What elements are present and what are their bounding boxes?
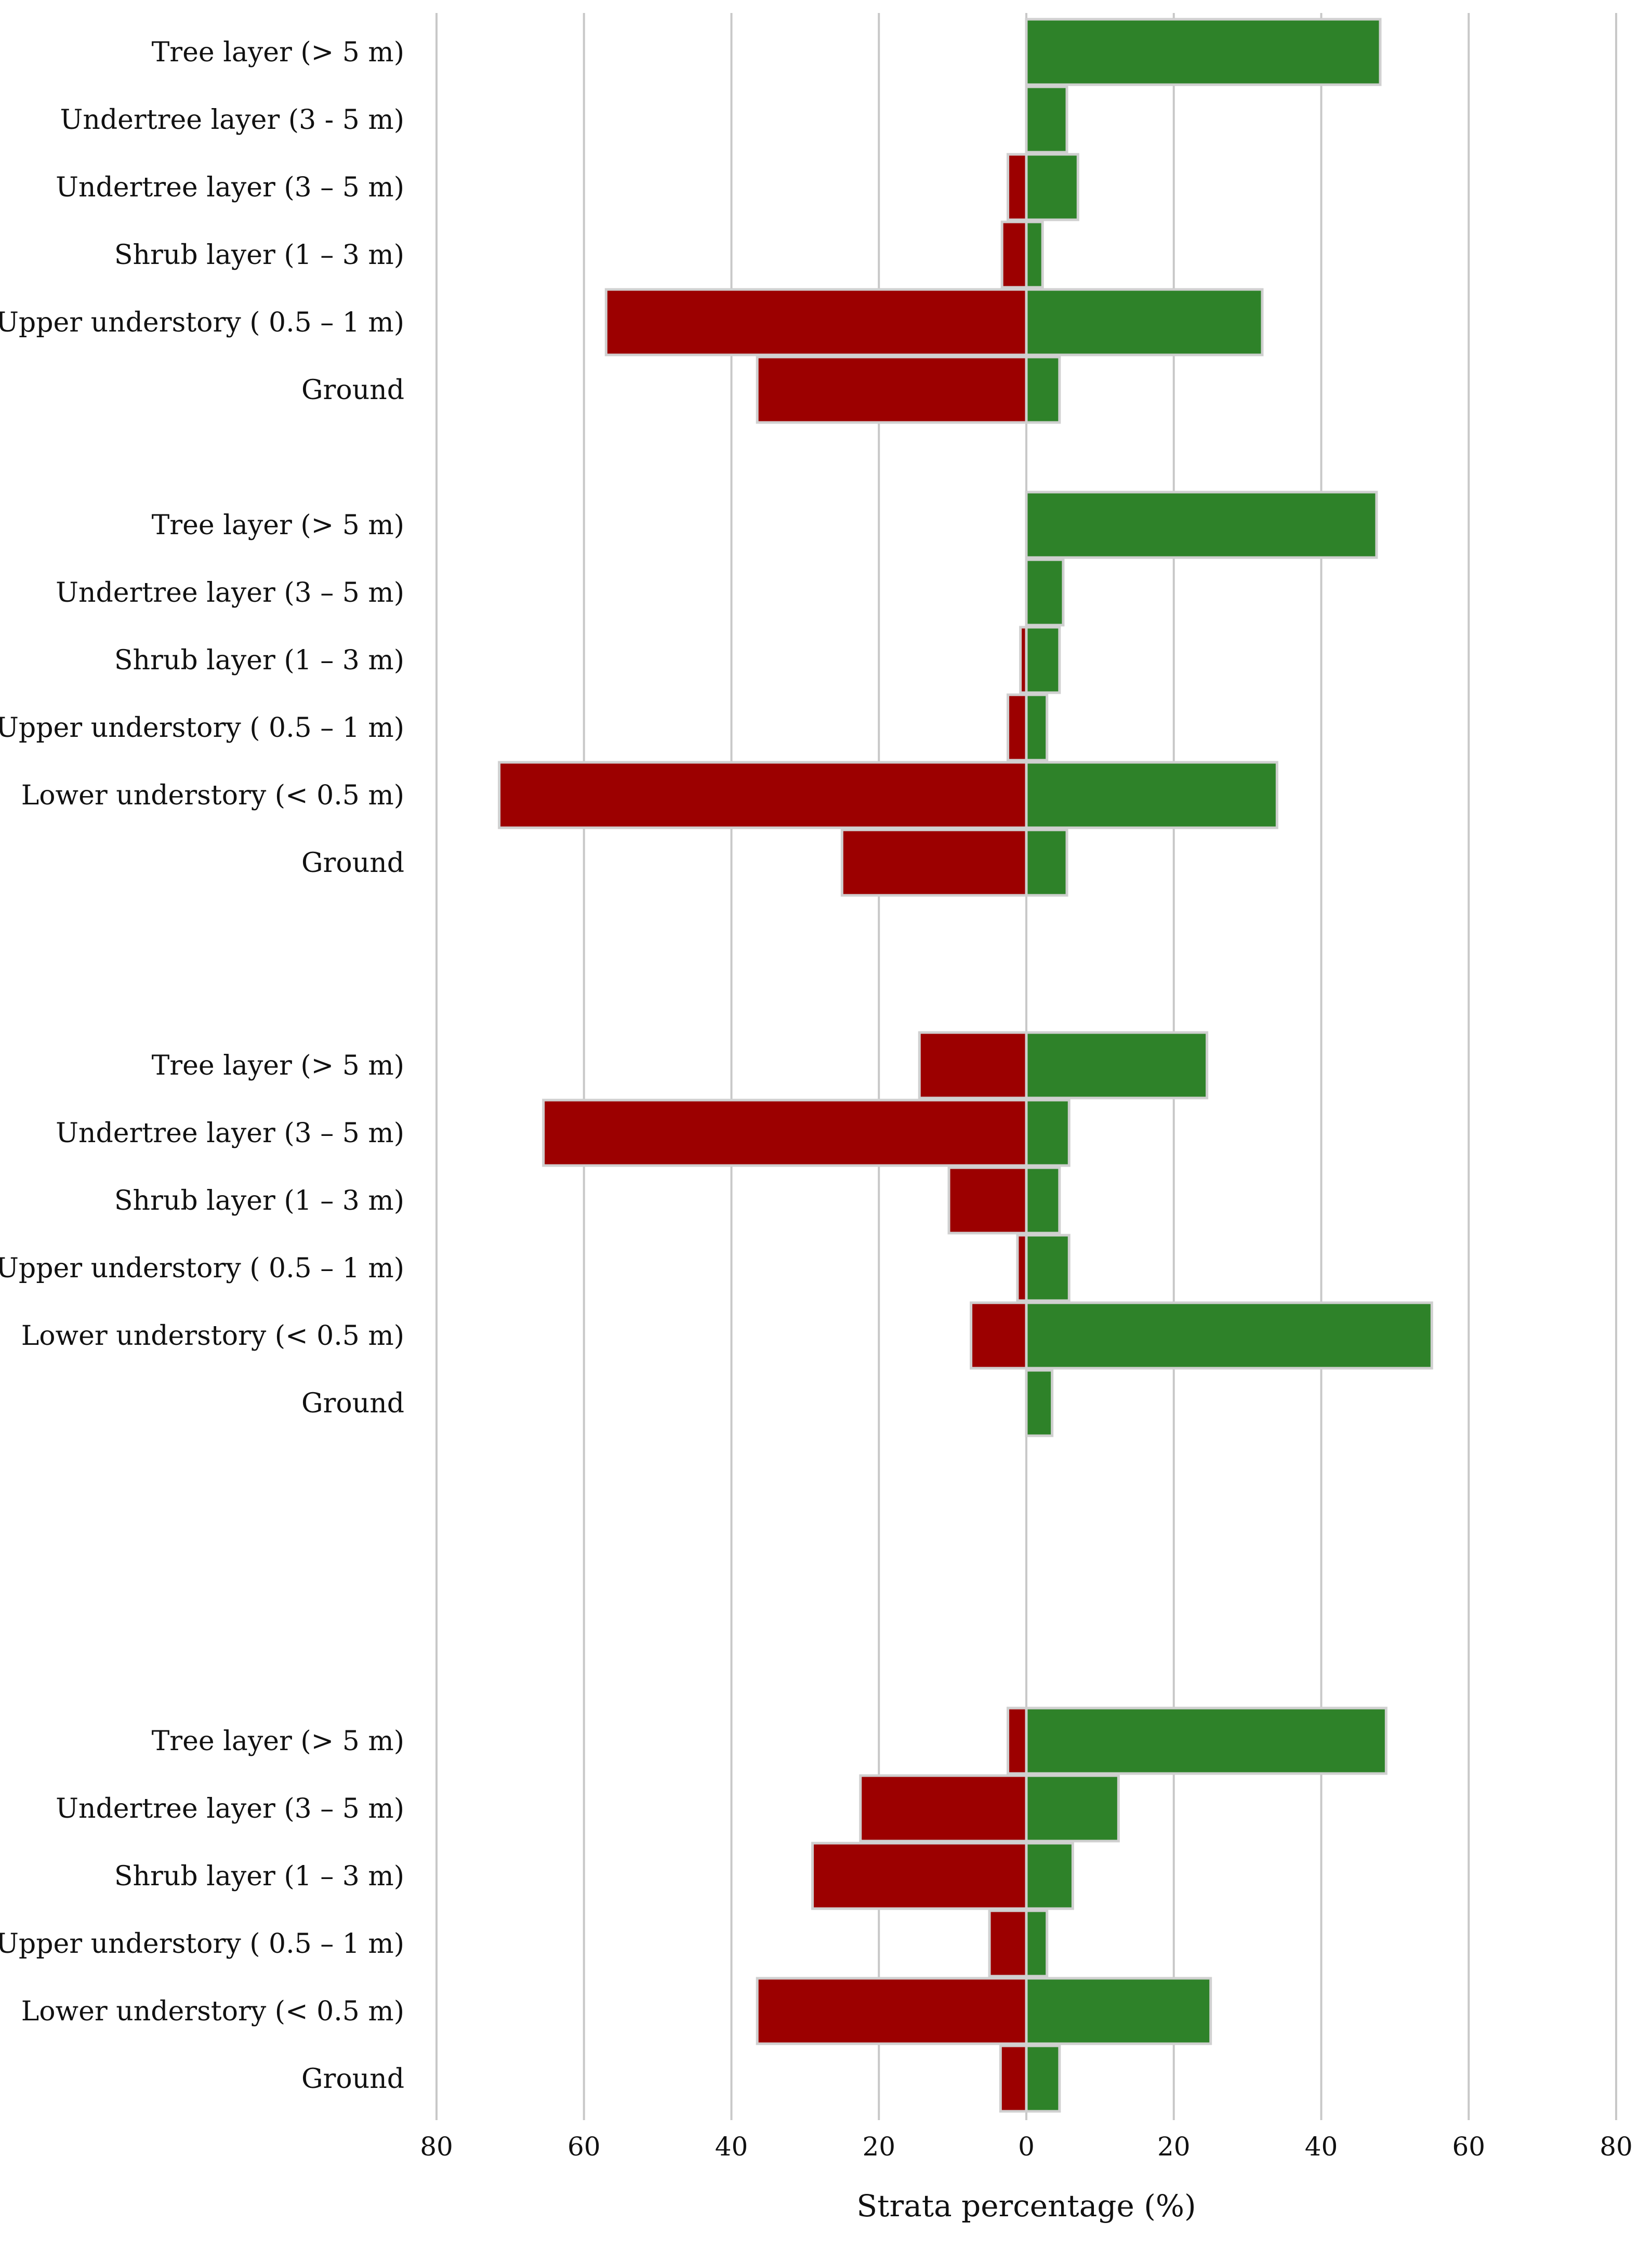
category-label: Undertree layer (3 – 5 m) [56,1118,404,1149]
category-label: Ground [301,848,404,879]
category-label: Lower understory (< 0.5 m) [21,780,404,811]
x-axis-tick-labels: 80 60 40 20 0 20 40 60 80 [420,2132,1633,2162]
bar-positive [1025,1031,1209,1100]
bar-positive [1025,18,1382,86]
bar-negative [498,761,1028,829]
x-tick-label: 80 [1600,2132,1633,2162]
bar-positive [1025,626,1061,694]
category-label: Shrub layer (1 – 3 m) [114,645,404,676]
bar-positive [1025,288,1264,356]
category-labels: Tree layer (> 5 m) Undertree layer (3 - 5… [0,37,404,2095]
category-label: Upper understory ( 0.5 – 1 m) [0,307,404,338]
bar-positive [1025,558,1065,627]
category-label: Ground [301,375,404,406]
bar-positive [1025,85,1068,154]
category-label: Tree layer (> 5 m) [152,1050,404,1081]
bar-negative [1007,693,1028,762]
bar-positive [1025,761,1278,829]
category-label: Upper understory ( 0.5 – 1 m) [0,1928,404,1960]
x-axis-title: Strata percentage (%) [856,2188,1196,2224]
category-label: Upper understory ( 0.5 – 1 m) [0,1253,404,1284]
bar-positive [1025,1977,1212,2045]
bar-negative [542,1099,1028,1167]
category-label: Tree layer (> 5 m) [152,1726,404,1757]
bar-negative [811,1842,1028,1910]
x-tick-label: 40 [1305,2132,1338,2162]
x-tick-label: 0 [1018,2132,1035,2162]
category-label: Tree layer (> 5 m) [152,510,404,541]
category-label: Lower understory (< 0.5 m) [21,1320,404,1352]
bar-negative [970,1301,1028,1370]
category-label: Undertree layer (3 – 5 m) [56,1793,404,1824]
bar-positive [1025,1706,1387,1775]
x-tick-label: 40 [715,2132,748,2162]
bar-positive [1025,220,1044,289]
bar-positive [1025,491,1378,559]
bar-negative [1007,1706,1028,1775]
bar-positive [1025,1234,1071,1302]
bar-positive [1025,1774,1120,1843]
bar-positive [1025,1166,1061,1235]
bar-positive [1025,2044,1061,2113]
x-tick-label: 60 [1452,2132,1485,2162]
category-label: Tree layer (> 5 m) [152,37,404,68]
bar-positive [1025,1369,1054,1437]
bar-negative [859,1774,1028,1843]
bar-negative [1016,1234,1028,1302]
bar-positive [1025,153,1079,221]
bar-negative [947,1166,1028,1235]
bar-positive [1025,693,1049,762]
bar-negative [988,1909,1028,1978]
bar-negative [604,288,1028,356]
bar-positive [1025,1909,1049,1978]
category-label: Shrub layer (1 – 3 m) [114,240,404,271]
bar-positive [1025,828,1068,897]
category-label: Upper understory ( 0.5 – 1 m) [0,712,404,744]
category-label: Ground [301,1388,404,1419]
category-label: Shrub layer (1 – 3 m) [114,1185,404,1216]
bar-positive [1025,355,1061,424]
bar-negative [756,355,1028,424]
bar-negative [840,828,1028,897]
x-tick-label: 60 [567,2132,601,2162]
bar-negative [999,2044,1028,2113]
category-label: Lower understory (< 0.5 m) [21,1996,404,2027]
x-tick-label: 80 [420,2132,453,2162]
bar-negative [756,1977,1028,2045]
bars [498,18,1433,2113]
category-label: Ground [301,2063,404,2095]
bar-negative [1007,153,1028,221]
category-label: Undertree layer (3 – 5 m) [56,172,404,203]
bar-positive [1025,1301,1433,1370]
x-tick-label: 20 [1157,2132,1191,2162]
category-label: Undertree layer (3 – 5 m) [56,577,404,608]
bar-positive [1025,1099,1071,1167]
bar-positive [1025,1842,1074,1910]
category-label: Shrub layer (1 – 3 m) [114,1861,404,1892]
bar-negative [1000,220,1028,289]
x-tick-label: 20 [862,2132,895,2162]
category-label: Undertree layer (3 - 5 m) [60,104,404,136]
bar-negative [918,1031,1028,1100]
